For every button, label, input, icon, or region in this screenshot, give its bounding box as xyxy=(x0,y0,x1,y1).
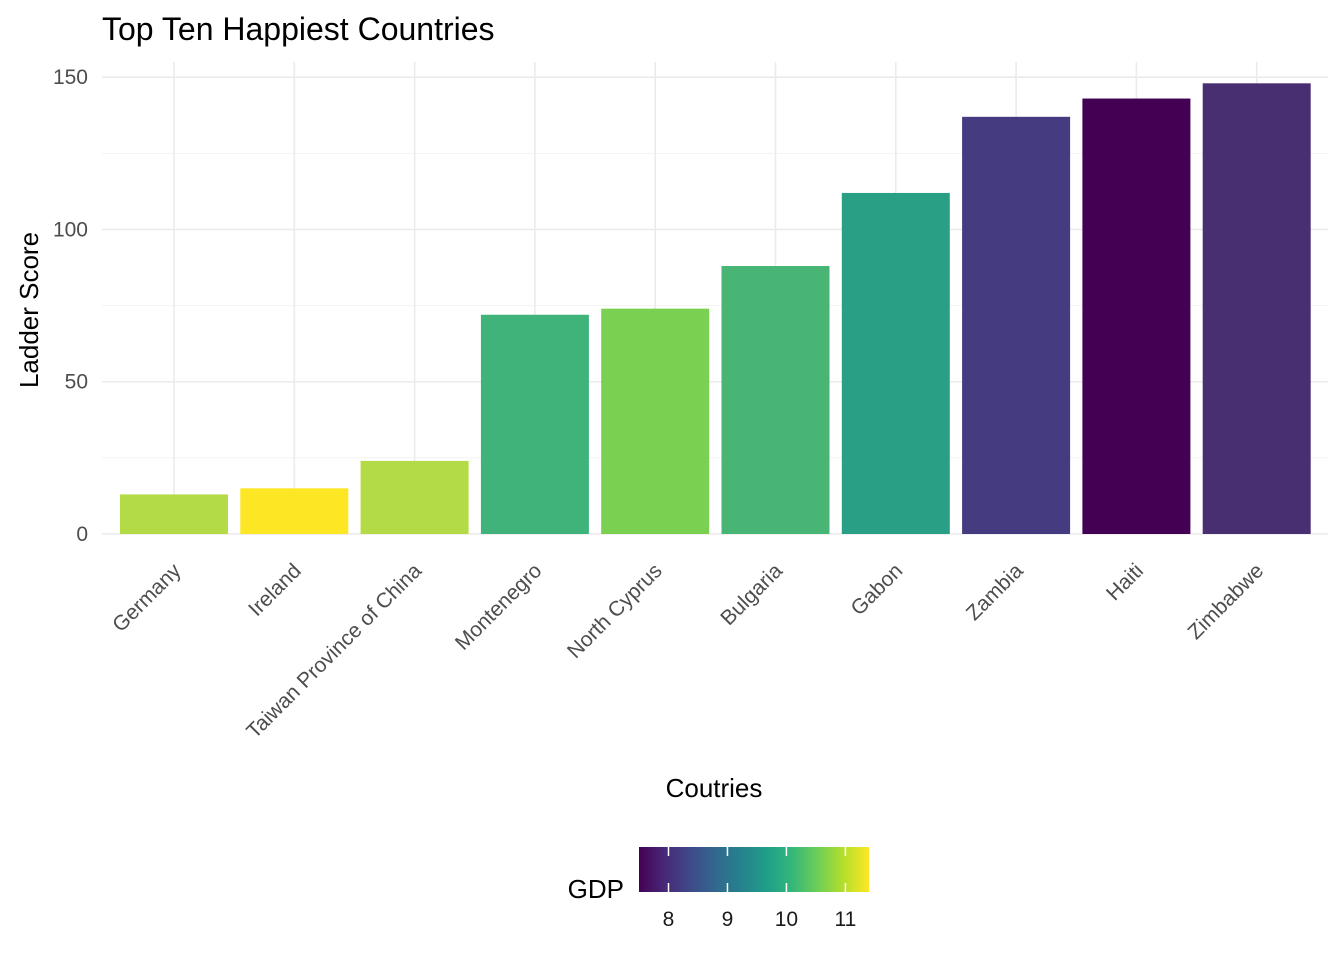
y-tick-label: 50 xyxy=(65,371,88,394)
bar-bulgaria xyxy=(721,266,830,534)
bar-montenegro xyxy=(480,314,589,534)
x-tick-label: Zimbabwe xyxy=(1183,559,1268,644)
bar-zimbabwe xyxy=(1202,83,1311,534)
x-tick-label: Haiti xyxy=(1102,559,1148,605)
bar-north-cyprus xyxy=(601,308,710,534)
y-tick-label: 0 xyxy=(76,523,88,546)
legend-title: GDP xyxy=(568,874,624,904)
bars xyxy=(120,83,1311,535)
y-tick-label: 150 xyxy=(53,66,88,89)
bar-haiti xyxy=(1082,98,1191,535)
x-tick-label: Bulgaria xyxy=(716,559,787,630)
bar-germany xyxy=(120,494,228,534)
x-tick-label: North Cyprus xyxy=(563,559,667,663)
x-tick-label: Germany xyxy=(108,559,186,637)
legend-tick-label: 11 xyxy=(835,908,857,931)
legend-tick-label: 9 xyxy=(722,908,734,931)
bar-zambia xyxy=(962,116,1071,535)
x-tick-label: Zambia xyxy=(962,559,1028,625)
y-axis-ticks: 0 50 100 150 xyxy=(53,66,88,546)
bar-ireland xyxy=(240,488,349,534)
legend-tick-label: 10 xyxy=(775,908,798,931)
x-tick-label: Ireland xyxy=(244,559,306,621)
bar-gabon xyxy=(841,192,950,534)
x-tick-label: Montenegro xyxy=(451,559,547,655)
y-tick-label: 100 xyxy=(53,218,88,241)
legend-tick-label: 8 xyxy=(663,908,675,931)
legend-colorbar xyxy=(639,847,869,892)
x-tick-label: Gabon xyxy=(846,559,907,620)
y-axis-title: Ladder Score xyxy=(14,232,44,388)
gdp-legend: GDP 8 9 10 11 xyxy=(568,847,869,931)
bar-taiwan-province-of-china xyxy=(360,460,469,534)
chart-title: Top Ten Happiest Countries xyxy=(102,11,495,47)
x-axis-title: Coutries xyxy=(666,773,763,803)
legend-ticks: 8 9 10 11 xyxy=(663,847,857,931)
